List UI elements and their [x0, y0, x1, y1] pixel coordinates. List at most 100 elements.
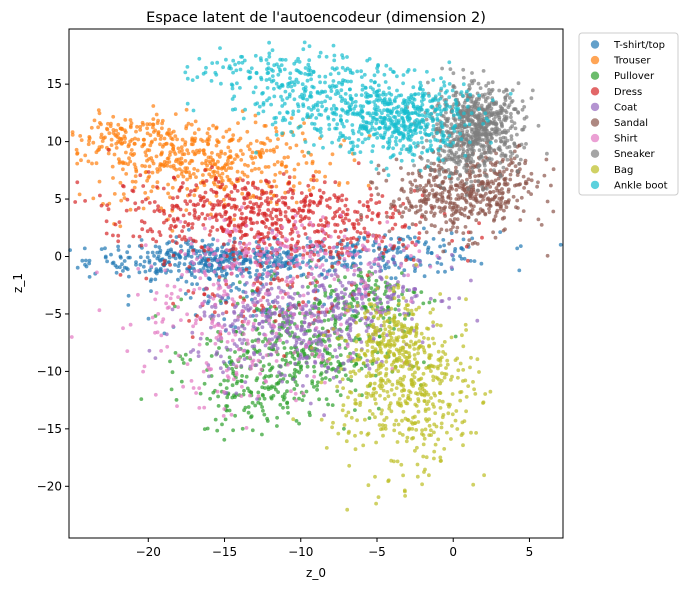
- data-point: [229, 166, 234, 171]
- data-point: [499, 174, 503, 179]
- data-point: [112, 192, 117, 196]
- data-point: [245, 129, 250, 134]
- data-point: [197, 406, 202, 410]
- data-point: [304, 161, 309, 165]
- data-point: [326, 402, 330, 407]
- data-point: [175, 195, 180, 200]
- data-point: [300, 149, 305, 154]
- data-point: [390, 215, 395, 220]
- data-point: [211, 205, 216, 210]
- data-point: [196, 354, 201, 358]
- data-point: [364, 283, 369, 288]
- data-point: [193, 239, 198, 244]
- data-point: [182, 152, 187, 157]
- data-point: [132, 162, 137, 167]
- data-point: [201, 369, 206, 374]
- data-point: [192, 152, 197, 157]
- data-point: [160, 320, 165, 324]
- data-point: [472, 204, 476, 209]
- data-point: [473, 131, 478, 136]
- data-point: [305, 251, 310, 256]
- data-point: [319, 256, 323, 261]
- data-point: [273, 126, 278, 130]
- data-point: [392, 319, 397, 324]
- data-point: [240, 341, 245, 346]
- data-point: [374, 332, 378, 337]
- data-point: [165, 241, 170, 246]
- data-point: [314, 169, 318, 174]
- data-point: [484, 83, 488, 88]
- data-point: [153, 270, 158, 274]
- data-point: [418, 263, 423, 267]
- data-point: [241, 300, 245, 305]
- data-point: [258, 352, 263, 356]
- data-point: [281, 200, 285, 205]
- data-point: [319, 194, 323, 199]
- data-point: [140, 163, 145, 168]
- data-point: [143, 243, 148, 248]
- data-point: [429, 183, 433, 188]
- data-point: [285, 401, 289, 406]
- data-point: [467, 118, 471, 122]
- data-point: [152, 262, 157, 266]
- data-point: [310, 379, 315, 383]
- data-point: [336, 359, 341, 364]
- data-point: [322, 224, 327, 229]
- data-point: [397, 302, 401, 306]
- data-point: [191, 290, 196, 295]
- data-point: [259, 264, 263, 269]
- data-point: [373, 269, 378, 274]
- data-point: [245, 294, 249, 299]
- data-point: [378, 269, 382, 274]
- data-point: [424, 366, 429, 370]
- data-point: [70, 130, 75, 135]
- data-point: [412, 375, 417, 380]
- data-point: [522, 116, 527, 121]
- data-point: [152, 200, 157, 204]
- data-point: [151, 117, 156, 121]
- data-point: [288, 301, 292, 306]
- data-point: [272, 277, 276, 282]
- data-point: [464, 200, 469, 205]
- data-point: [240, 426, 245, 431]
- data-point: [174, 241, 179, 246]
- data-point: [455, 130, 460, 134]
- data-point: [497, 182, 501, 187]
- data-point: [220, 178, 225, 183]
- data-point: [412, 163, 416, 168]
- data-point: [125, 250, 130, 255]
- data-point: [203, 262, 208, 267]
- data-point: [466, 109, 471, 114]
- data-point: [449, 150, 454, 155]
- data-point: [208, 314, 213, 319]
- data-point: [215, 170, 220, 175]
- data-point: [104, 231, 109, 236]
- data-point: [303, 302, 308, 307]
- data-point: [317, 397, 321, 402]
- data-point: [431, 336, 435, 341]
- data-point: [283, 260, 288, 265]
- data-point: [509, 137, 514, 142]
- data-point: [492, 168, 496, 173]
- data-point: [201, 180, 206, 185]
- data-point: [485, 203, 489, 207]
- data-point: [211, 123, 216, 128]
- data-point: [249, 227, 254, 232]
- data-point: [355, 218, 360, 223]
- data-point: [173, 256, 178, 261]
- data-point: [340, 284, 345, 288]
- data-point: [269, 196, 274, 201]
- data-point: [246, 247, 251, 251]
- data-point: [176, 264, 181, 268]
- data-point: [171, 217, 176, 222]
- data-point: [286, 291, 290, 296]
- data-point: [354, 245, 358, 249]
- data-point: [226, 242, 230, 246]
- data-point: [377, 328, 382, 333]
- data-point: [241, 353, 246, 358]
- data-point: [236, 326, 241, 331]
- data-point: [193, 275, 197, 279]
- data-point: [348, 351, 352, 356]
- data-point: [277, 370, 281, 375]
- data-point: [220, 422, 224, 427]
